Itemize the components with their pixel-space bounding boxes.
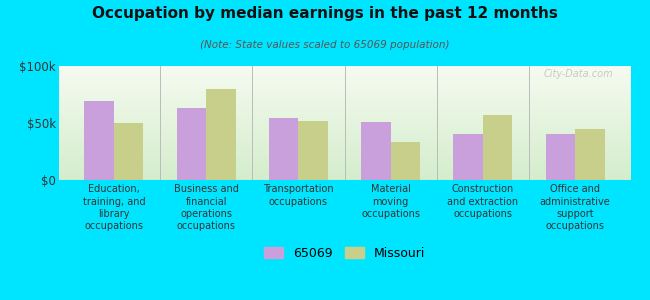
Bar <box>84 101 114 180</box>
Bar <box>298 121 328 180</box>
Bar <box>575 129 604 180</box>
Bar <box>298 121 328 180</box>
Bar <box>575 129 604 180</box>
Bar <box>114 123 144 180</box>
Bar <box>483 115 512 180</box>
Bar <box>391 142 420 180</box>
Bar <box>361 122 391 180</box>
Bar <box>453 134 483 180</box>
Bar <box>483 115 512 180</box>
Bar <box>177 108 206 180</box>
Bar <box>84 101 114 180</box>
Bar <box>206 89 236 180</box>
Text: Occupation by median earnings in the past 12 months: Occupation by median earnings in the pas… <box>92 6 558 21</box>
Bar <box>545 134 575 180</box>
Bar <box>114 123 144 180</box>
Bar <box>545 134 575 180</box>
Text: (Note: State values scaled to 65069 population): (Note: State values scaled to 65069 popu… <box>200 40 450 50</box>
Bar <box>269 118 298 180</box>
Bar <box>391 142 420 180</box>
Bar <box>361 122 391 180</box>
Text: City-Data.com: City-Data.com <box>543 69 614 80</box>
Bar <box>269 118 298 180</box>
Bar <box>206 89 236 180</box>
Bar <box>453 134 483 180</box>
Bar <box>177 108 206 180</box>
Legend: 65069, Missouri: 65069, Missouri <box>259 242 430 265</box>
